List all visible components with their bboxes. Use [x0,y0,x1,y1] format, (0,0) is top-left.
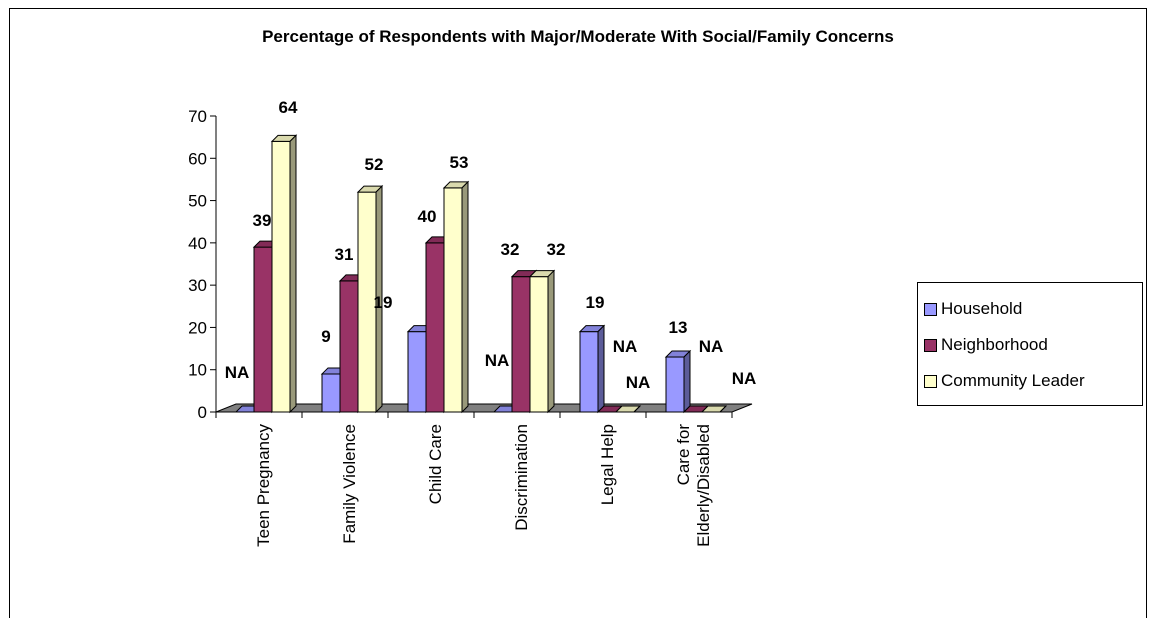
bar-front [253,246,273,413]
x-category-label: Family Violence [340,424,359,544]
data-label: NA [613,337,638,356]
data-label: NA [732,369,757,388]
bar-side [547,269,555,414]
y-tick-label: 30 [188,276,207,295]
legend-item: Household [918,291,1142,327]
legend-item: Community Leader [918,363,1142,399]
legend-item: Neighborhood [918,327,1142,363]
bar-front [511,276,531,413]
x-category-label: Care forElderly/Disabled [674,424,713,547]
bar-side [683,349,691,414]
data-label: 19 [374,293,393,312]
y-tick-label: 10 [188,361,207,380]
bar-front [579,331,599,413]
bar-side [461,180,469,414]
legend-swatch [924,338,937,352]
bar-side [633,405,641,413]
data-label: 19 [586,293,605,312]
x-category-label: Teen Pregnancy [254,424,273,547]
data-label: 32 [501,240,520,259]
legend-label: Household [941,299,1023,318]
bar-front [339,280,359,413]
legend-swatch [924,374,937,388]
legend-label: Community Leader [941,371,1085,390]
data-label: 53 [450,153,469,172]
bar-front [321,373,341,413]
bar-side [597,324,605,414]
y-tick-label: 40 [188,234,207,253]
y-tick-label: 20 [188,318,207,337]
data-label: NA [699,337,724,356]
data-label: 52 [365,155,384,174]
bar-front [443,187,463,413]
data-label: NA [485,351,510,370]
data-label: 39 [253,211,272,230]
bar-side [289,134,297,414]
data-label: 31 [335,245,354,264]
data-label: NA [626,373,651,392]
y-tick-label: 70 [188,107,207,126]
chart-legend: Household Neighborhood Community Leader [917,282,1143,406]
bar-front [529,276,549,413]
data-label: 9 [321,327,330,346]
bar-front [271,140,291,413]
data-label: 13 [669,318,688,337]
bar-side [375,184,383,414]
bar-front [407,331,427,413]
chart-title: Percentage of Respondents with Major/Mod… [262,27,894,46]
legend-label: Neighborhood [941,335,1048,354]
bar-front [665,356,685,413]
data-label: 32 [547,240,566,259]
x-category-label: Discrimination [512,424,531,531]
bar-side [719,405,727,413]
frame-right-border [1146,8,1147,618]
y-tick-label: 0 [198,403,207,422]
y-tick-label: 50 [188,192,207,211]
data-label: 64 [279,98,298,117]
x-category-label: Child Care [426,424,445,504]
frame-top-border [9,8,1147,9]
legend-swatch [924,302,937,316]
data-label: NA [225,363,250,382]
x-category-label: Legal Help [598,424,617,505]
y-tick-label: 60 [188,149,207,168]
frame-left-border [9,8,10,618]
data-label: 40 [418,207,437,226]
bar-front [425,242,445,413]
